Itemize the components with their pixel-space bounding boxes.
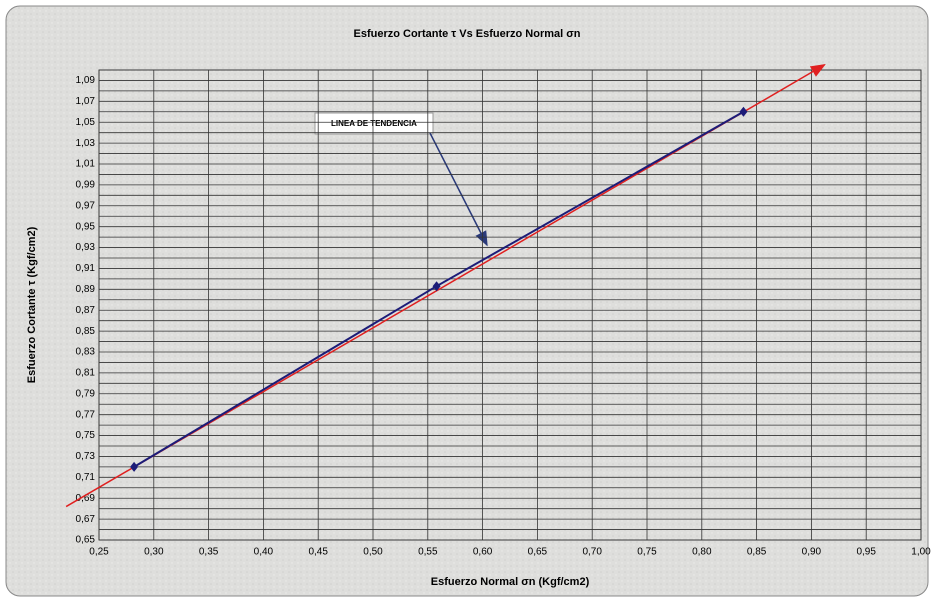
x-tick-label: 0,95 [856, 547, 876, 558]
y-tick-label: 0,89 [76, 284, 96, 295]
y-tick-label: 1,09 [76, 75, 96, 86]
y-tick-label: 0,75 [76, 430, 96, 441]
y-tick-label: 1,03 [76, 138, 96, 149]
y-tick-label: 0,91 [76, 263, 96, 274]
y-tick-label: 0,67 [76, 514, 96, 525]
y-tick-label: 0,77 [76, 409, 96, 420]
y-tick-label: 0,69 [76, 493, 96, 504]
x-tick-label: 0,55 [418, 547, 438, 558]
y-tick-label: 1,01 [76, 159, 96, 170]
x-tick-label: 0,30 [144, 547, 164, 558]
x-axis-label: Esfuerzo Normal σn (Kgf/cm2) [431, 576, 590, 588]
x-tick-label: 0,70 [582, 547, 602, 558]
annotation-box [314, 112, 434, 135]
x-tick-label: 0,85 [747, 547, 767, 558]
y-tick-label: 0,97 [76, 200, 96, 211]
data-point [130, 461, 139, 472]
data-point [739, 106, 748, 117]
y-tick-label: 0,73 [76, 451, 96, 462]
y-tick-label: 0,85 [76, 326, 96, 337]
x-tick-label: 0,75 [637, 547, 657, 558]
y-tick-label: 1,07 [76, 96, 96, 107]
x-tick-label: 0,40 [254, 547, 274, 558]
plot-area [98, 69, 922, 541]
y-tick-label: 0,65 [76, 535, 96, 546]
x-tick-label: 1,00 [911, 547, 931, 558]
y-tick-label: 0,83 [76, 347, 96, 358]
y-tick-label: 0,93 [76, 242, 96, 253]
x-tick-label: 0,90 [802, 547, 822, 558]
x-tick-label: 0,25 [89, 547, 109, 558]
data-point [432, 281, 441, 292]
x-tick-label: 0,45 [308, 547, 328, 558]
y-tick-label: 0,99 [76, 180, 96, 191]
x-tick-label: 0,50 [363, 547, 383, 558]
x-tick-label: 0,35 [199, 547, 219, 558]
y-tick-label: 0,95 [76, 221, 96, 232]
x-tick-label: 0,65 [528, 547, 548, 558]
y-tick-label: 1,05 [76, 117, 96, 128]
y-tick-label: 0,79 [76, 388, 96, 399]
x-tick-label: 0,80 [692, 547, 712, 558]
annotation: LINEA DE TENDENCIA [331, 119, 417, 128]
chart-title: Esfuerzo Cortante τ Vs Esfuerzo Normal σ… [354, 28, 581, 40]
y-axis-label: Esfuerzo Cortante τ (Kgf/cm2) [26, 226, 38, 383]
y-tick-label: 0,87 [76, 305, 96, 316]
y-tick-label: 0,71 [76, 472, 96, 483]
y-tick-label: 0,81 [76, 368, 96, 379]
x-tick-label: 0,60 [473, 547, 493, 558]
